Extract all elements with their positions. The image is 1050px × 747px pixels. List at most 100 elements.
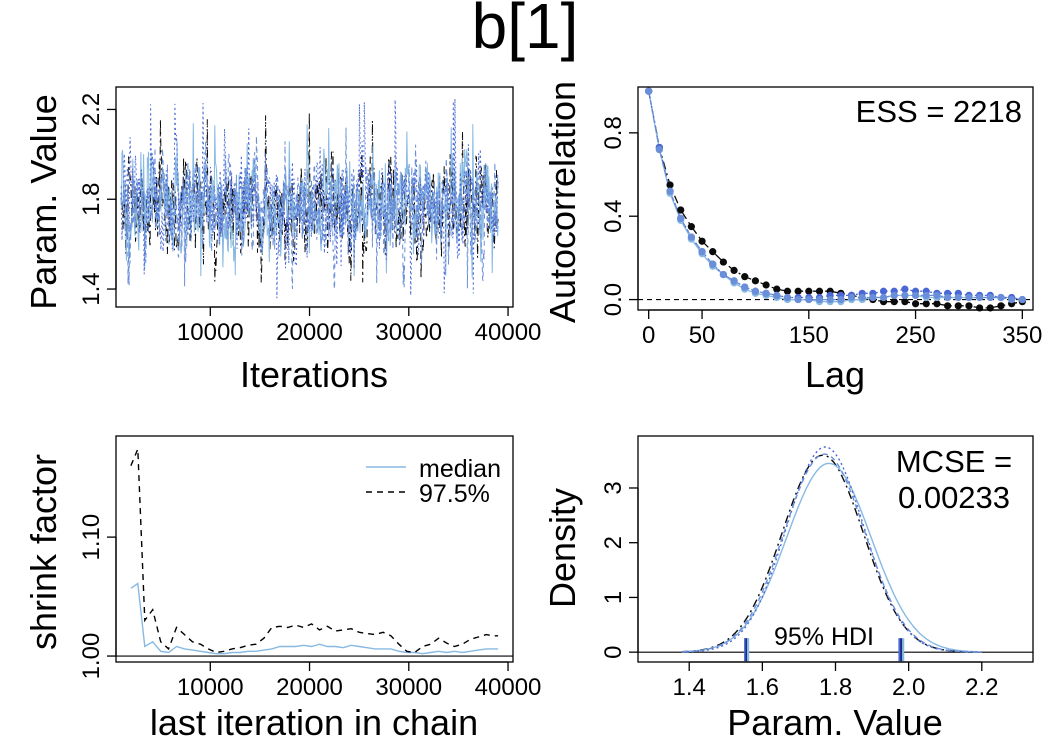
acf-point — [976, 293, 984, 302]
acf-lines — [638, 87, 1033, 312]
density-x-tick-label: 1.6 — [746, 674, 779, 701]
acf-point — [933, 291, 941, 300]
density-y-tick-label: 0 — [600, 645, 627, 658]
acf-point — [890, 291, 898, 300]
acf-point — [997, 302, 1005, 310]
acf-x-tick-label: 350 — [1002, 322, 1042, 349]
acf-point — [794, 295, 802, 304]
acf-point — [815, 295, 824, 304]
acf-point — [730, 266, 738, 275]
acf-point — [901, 291, 909, 300]
acf-point — [943, 302, 952, 310]
acf-point — [794, 287, 802, 295]
acf-axes: 0 50 150 250 350 0.0 0.4 0.8 — [600, 116, 1042, 349]
acf-point — [954, 293, 962, 302]
density-x-tick-label: 1.8 — [819, 674, 852, 701]
density-annotation-line2: 0.00233 — [898, 480, 1010, 515]
acf-point — [762, 289, 770, 297]
acf-point — [666, 181, 674, 189]
acf-point — [858, 293, 866, 302]
shrink-y-tick-label: 1.00 — [78, 633, 105, 680]
shrink-panel: 10000 20000 30000 40000 1.00 1.10 median 97.5… — [23, 435, 541, 743]
acf-point — [986, 293, 994, 302]
acf-point — [911, 291, 920, 300]
acf-point — [869, 293, 877, 302]
acf-point — [965, 302, 973, 310]
legend-975-label: 97.5% — [419, 480, 490, 508]
acf-annotation: ESS = 2218 — [856, 94, 1022, 129]
density-chain-3 — [681, 446, 982, 653]
trace-panel: 10000 20000 30000 40000 1.4 1.8 2.2 Iterations… — [23, 86, 541, 395]
acf-point — [826, 295, 834, 304]
trace-axes: 10000 20000 30000 40000 1.4 1.8 2.2 — [78, 93, 541, 346]
shrink-x-tick-label: 20000 — [276, 674, 343, 701]
shrink-lines — [116, 448, 513, 657]
density-y-tick-label: 2 — [600, 536, 627, 549]
shrink-axes: 10000 20000 30000 40000 1.00 1.10 — [78, 514, 541, 701]
acf-point — [687, 223, 695, 231]
shrink-line-975 — [130, 448, 499, 654]
acf-point — [901, 298, 909, 306]
acf-point — [773, 291, 781, 300]
acf-point — [687, 233, 695, 241]
acf-point — [890, 298, 898, 306]
trace-xlabel: Iterations — [240, 354, 388, 395]
acf-point — [645, 87, 653, 95]
trace-y-tick-label: 1.8 — [78, 183, 105, 216]
acf-point — [847, 293, 856, 302]
shrink-y-tick-label: 1.10 — [78, 514, 105, 561]
acf-point — [719, 258, 728, 266]
acf-y-tick-label: 0.4 — [600, 200, 627, 233]
acf-point — [773, 285, 781, 293]
density-ylabel: Density — [542, 488, 583, 608]
density-annotation-line1: MCSE = — [896, 444, 1012, 479]
acf-x-tick-label: 150 — [789, 322, 829, 349]
trace-x-tick-label: 10000 — [177, 319, 244, 346]
acf-point — [655, 145, 663, 154]
trace-x-tick-label: 20000 — [276, 319, 343, 346]
acf-point — [751, 277, 760, 285]
shrink-ylabel: shrink factor — [23, 454, 64, 650]
acf-point — [741, 273, 749, 281]
acf-point — [911, 300, 920, 308]
acf-point — [709, 248, 717, 256]
acf-y-tick-label: 0.8 — [600, 116, 627, 149]
trace-x-tick-label: 30000 — [375, 319, 442, 346]
acf-point — [1018, 295, 1026, 304]
legend-median-label: median — [419, 455, 501, 483]
density-axes: 1.4 1.6 1.8 2.0 2.2 0 1 2 3 — [600, 481, 998, 701]
density-hdi-label: 95% HDI — [774, 623, 874, 651]
acf-point — [997, 293, 1005, 302]
acf-point — [954, 302, 962, 310]
acf-point — [751, 287, 760, 295]
density-y-tick-label: 1 — [600, 591, 627, 604]
acf-xlabel: Lag — [805, 354, 865, 395]
density-xlabel: Param. Value — [727, 702, 942, 743]
density-x-tick-label: 2.2 — [965, 674, 998, 701]
shrink-x-tick-label: 30000 — [375, 674, 442, 701]
acf-point — [805, 287, 813, 295]
acf-point — [901, 285, 909, 293]
acf-point — [677, 214, 685, 222]
acf-point — [815, 287, 824, 295]
acf-point — [783, 293, 792, 302]
acf-point — [922, 291, 930, 300]
acf-point — [1008, 295, 1016, 304]
acf-point — [741, 283, 749, 291]
density-y-tick-label: 3 — [600, 481, 627, 494]
trace-lines — [120, 98, 499, 299]
density-x-tick-label: 2.0 — [892, 674, 925, 701]
autocorr-panel: 0 50 150 250 350 0.0 0.4 0.8 ESS = 2218 Lag Aut… — [542, 81, 1042, 395]
density-panel: 1.4 1.6 1.8 2.0 2.2 0 1 2 3 MCSE = 0.00233 95% H… — [542, 435, 1034, 743]
density-chain-2 — [681, 462, 982, 653]
acf-point — [879, 287, 888, 295]
acf-point — [698, 237, 706, 245]
acf-x-tick-label: 50 — [689, 322, 716, 349]
figure-title: b[1] — [472, 0, 579, 62]
acf-point — [698, 248, 706, 256]
trace-chain-4 — [120, 127, 499, 290]
acf-y-tick-label: 0.0 — [600, 283, 627, 316]
acf-point — [805, 295, 813, 304]
shrink-x-tick-label: 40000 — [475, 674, 542, 701]
